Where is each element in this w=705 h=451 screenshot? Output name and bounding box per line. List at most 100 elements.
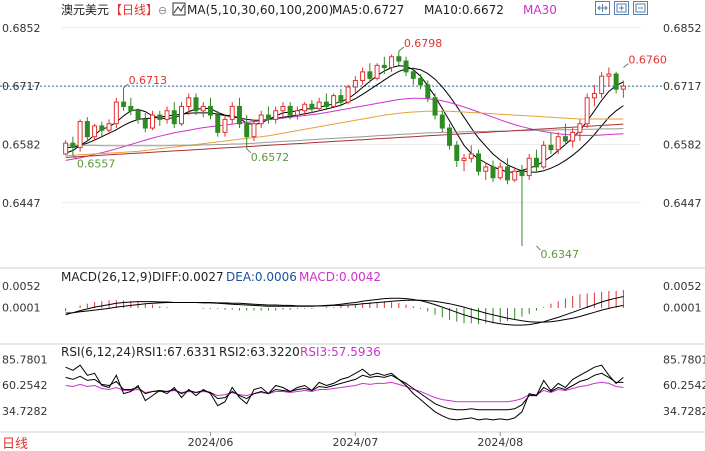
candle — [244, 115, 250, 149]
candle — [584, 93, 590, 129]
candle-body — [302, 103, 308, 112]
price-axis-tick-right: 0.6447 — [663, 197, 702, 210]
candle-body — [113, 101, 119, 125]
zoom-out-icon[interactable] — [633, 1, 648, 15]
ma30-value: MA30 — [523, 3, 557, 17]
high-annotation: 0.6713 — [129, 74, 168, 87]
candle — [504, 158, 510, 185]
candle — [519, 164, 525, 247]
candle-body — [468, 153, 474, 159]
candle — [215, 110, 221, 137]
macd-params-label: MACD(26,12,9) — [61, 270, 152, 284]
candle — [179, 102, 185, 126]
candle-body — [410, 71, 416, 79]
candle-body — [599, 75, 605, 94]
candle-body — [142, 118, 148, 129]
candle-body — [309, 103, 315, 110]
macd-axis-tick-left: 0.0001 — [2, 302, 41, 315]
annotation-leader — [623, 63, 629, 68]
candle — [251, 119, 257, 141]
candle-body — [519, 170, 525, 177]
candle-body — [70, 142, 76, 148]
rsi-params-label: RSI(6,12,24) — [61, 345, 136, 359]
candle — [113, 97, 119, 129]
candle — [99, 121, 105, 137]
price-axis-tick-left: 0.6582 — [2, 138, 41, 151]
candle — [273, 106, 279, 124]
candle-body — [403, 60, 409, 73]
candle — [265, 106, 271, 124]
period-label[interactable]: 【日线】 — [110, 3, 158, 17]
high-annotation: 0.6798 — [404, 37, 443, 50]
candle-body — [208, 105, 213, 116]
candle-body — [157, 114, 163, 120]
macd-dea-line — [65, 299, 624, 323]
candle — [483, 162, 489, 180]
candle-body — [352, 80, 358, 88]
candle — [135, 108, 141, 124]
candle-body — [345, 86, 351, 103]
candle — [418, 74, 424, 90]
candle-body — [215, 114, 221, 133]
rsi2-value: RSI2:63.3220 — [219, 345, 300, 359]
ma5-value: MA5:0.6727 — [332, 3, 404, 17]
price-axis-tick-right: 0.6852 — [663, 22, 702, 35]
candle — [497, 162, 503, 180]
candle-body — [135, 110, 141, 120]
candle-body — [512, 170, 518, 181]
candle-body — [562, 136, 568, 142]
candle — [287, 102, 293, 120]
zoom-in-icon[interactable] — [614, 1, 629, 15]
candle-body — [265, 114, 271, 120]
low-annotation: 0.6347 — [540, 248, 579, 261]
rsi-axis-tick-left: 85.7801 — [2, 353, 48, 366]
candle — [186, 93, 192, 116]
candle — [548, 132, 554, 154]
annotation-leader — [398, 46, 405, 52]
candle-body — [447, 127, 453, 146]
rsi-layer — [65, 364, 624, 421]
x-axis-tick-label: 2024/08 — [477, 436, 523, 449]
candle — [323, 93, 329, 109]
candle-body — [526, 157, 532, 177]
candle-body — [570, 131, 576, 142]
rsi1-line — [65, 364, 624, 421]
ma-params-label: MA(5,10,30,60,100,200) — [187, 3, 333, 17]
candle-body — [476, 153, 481, 172]
candle — [606, 67, 612, 87]
candle — [157, 110, 163, 126]
candle — [381, 56, 387, 75]
candle-body — [454, 144, 460, 161]
candle-body — [84, 121, 90, 138]
period-tab-daily[interactable]: 日线 — [2, 437, 28, 451]
macd-header: MACD(26,12,9) DIFF:0.0027 DEA:0.0006 MAC… — [61, 270, 381, 284]
candle-body — [316, 101, 322, 110]
annotation-leader — [536, 245, 541, 251]
candle — [84, 117, 90, 141]
candle — [533, 149, 539, 172]
candle — [106, 119, 112, 135]
candle-body — [121, 101, 127, 107]
candle-body — [483, 166, 489, 172]
symbol-title: 澳元美元 — [61, 3, 109, 17]
candle-body — [497, 166, 503, 179]
candle — [352, 76, 358, 94]
candle-body — [432, 97, 438, 116]
candle-body — [193, 97, 199, 112]
candle-body — [150, 114, 156, 129]
candle — [63, 140, 69, 156]
candle — [92, 123, 98, 141]
price-axis-tick-left: 0.6717 — [2, 80, 41, 93]
candle-body — [171, 110, 177, 125]
settings-icon[interactable]: ⊖ — [158, 4, 167, 17]
candle-body — [381, 64, 387, 69]
candle-body — [99, 125, 105, 131]
candle — [620, 80, 626, 98]
candle — [128, 97, 134, 116]
macd-axis-tick-left: 0.0052 — [2, 280, 41, 293]
candle — [193, 93, 199, 116]
high-annotation: 0.6760 — [628, 54, 667, 67]
candle-body — [613, 73, 619, 90]
expand-icon[interactable] — [595, 1, 610, 15]
